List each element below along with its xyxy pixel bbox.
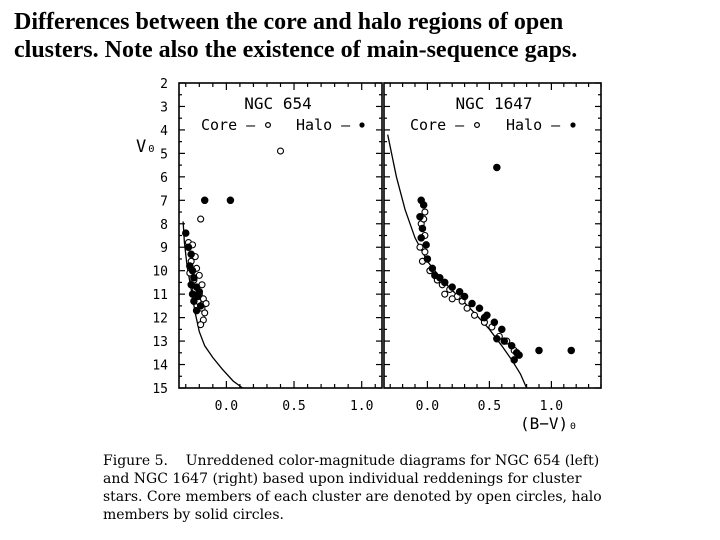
halo-star-right: [460, 292, 469, 301]
halo-star-right: [468, 299, 476, 308]
ms-curve-right: [387, 134, 528, 389]
title-line-2: clusters. Note also the existence of mai…: [14, 37, 578, 63]
y-tick-label-left: 12: [152, 312, 168, 327]
y-tick-label-left: 2: [160, 77, 168, 92]
x-tick-label-right: 0.5: [478, 399, 501, 414]
halo-star-right: [436, 273, 444, 282]
halo-star-right: [416, 212, 424, 221]
legend-halo-marker-right: [570, 122, 576, 128]
halo-star-left: [182, 229, 190, 237]
halo-star-left: [190, 273, 198, 282]
marks-right: [387, 134, 575, 389]
halo-star-left: [187, 250, 195, 259]
panel-ngc654: NGC 654 Core — Halo — V₀ 2 3 4 5 6 7 8 9 10 11 12 1…: [136, 77, 383, 414]
y-tick-label-left: 4: [160, 124, 168, 139]
halo-star-right: [510, 356, 518, 364]
halo-star-right: [418, 224, 427, 233]
y-tick-label-left: 15: [152, 382, 168, 397]
core-star-right: [441, 290, 449, 298]
slide-title: Differences between the core and halo re…: [14, 8, 714, 64]
halo-star-right: [417, 234, 425, 242]
halo-star-right: [515, 351, 523, 359]
halo-star-right: [500, 337, 509, 345]
x-tick-label-left: 1.0: [350, 399, 373, 414]
halo-star-right: [498, 325, 506, 334]
legend-core-marker-left: [265, 121, 272, 128]
y-tick-label-left: 7: [160, 194, 168, 209]
legend-core-marker-right: [474, 121, 481, 128]
y-axis-label: V₀: [136, 137, 156, 157]
x-axis-label: (B−V)₀: [520, 414, 578, 433]
ms-curve-left: [182, 221, 243, 389]
halo-star-left: [188, 266, 197, 275]
halo-star-left: [192, 306, 201, 315]
core-star-right: [421, 208, 429, 216]
halo-star-right: [480, 313, 489, 322]
halo-star-left: [195, 288, 204, 296]
core-star-right: [463, 304, 471, 312]
legend-halo-marker-left: [359, 122, 365, 128]
legend-core-label-right: Core —: [410, 116, 465, 134]
halo-star-left: [200, 196, 209, 205]
core-star-right: [421, 248, 429, 256]
halo-star-right: [419, 201, 428, 209]
halo-star-right: [423, 255, 432, 263]
y-tick-label-left: 13: [152, 335, 168, 350]
core-star-right: [448, 295, 456, 303]
legend-halo-label-left: Halo —: [296, 116, 351, 134]
halo-star-right: [507, 342, 516, 350]
halo-star-left: [226, 196, 235, 205]
caption-line-3: stars. Core members of each cluster are …: [103, 489, 602, 505]
y-tick-label-left: 5: [160, 147, 168, 162]
ticks-right: 0.0 0.5 1.0: [384, 82, 602, 414]
halo-star-right: [455, 288, 464, 296]
panel-title-right: NGC 1647: [455, 94, 532, 113]
caption-line-1: Figure 5. Unreddened color-magnitude dia…: [103, 453, 600, 469]
legend-core-label-left: Core —: [201, 116, 256, 134]
y-tick-label-left: 11: [152, 288, 168, 303]
legend-halo-label-right: Halo —: [506, 116, 561, 134]
title-line-1: Differences between the core and halo re…: [14, 9, 564, 35]
y-tick-label-left: 14: [152, 359, 168, 374]
y-tick-label-left: 9: [160, 241, 168, 256]
y-tick-label-left: 6: [160, 171, 168, 186]
caption-line-2: and NGC 1647 (right) based upon individu…: [103, 471, 582, 487]
x-tick-label-left: 0.0: [215, 399, 238, 414]
core-star-right: [470, 311, 479, 319]
halo-star-right: [448, 283, 456, 291]
halo-star-right: [493, 163, 501, 172]
halo-star-left: [184, 243, 193, 251]
halo-star-left: [190, 297, 198, 305]
ticks-left: 2 3 4 5 6 7 8 9 10 11 12 13 14 15 0.0 0.5 1.0: [152, 77, 382, 414]
halo-star-right: [493, 334, 501, 343]
core-star-right: [416, 243, 424, 251]
halo-star-right: [441, 278, 449, 287]
y-axis-label-text: V₀: [136, 137, 156, 157]
halo-star-right: [428, 264, 437, 273]
halo-star-right: [535, 346, 543, 355]
halo-star-left: [196, 302, 205, 310]
core-star-left: [197, 215, 205, 223]
y-tick-label-left: 3: [160, 100, 168, 115]
panel-ngc1647: NGC 1647 Core — Halo — (B−V)₀ 0.0 0.5 1.0: [383, 82, 602, 433]
core-star-left: [201, 309, 209, 317]
x-tick-label-left: 0.5: [282, 399, 305, 414]
marks-left: [182, 147, 285, 389]
y-tick-label-left: 8: [160, 218, 168, 233]
core-star-left: [276, 147, 285, 155]
halo-star-right: [475, 304, 484, 312]
figure-caption: Figure 5. Unreddened color-magnitude dia…: [103, 452, 663, 524]
halo-star-right: [490, 318, 499, 327]
panel-title-left: NGC 654: [244, 94, 311, 113]
halo-star-right: [567, 346, 575, 355]
halo-star-right: [422, 241, 430, 249]
caption-line-4: members by solid circles.: [103, 507, 284, 523]
y-tick-label-left: 10: [152, 265, 168, 280]
core-star-left: [197, 321, 205, 329]
x-tick-label-right: 0.0: [416, 399, 439, 414]
x-tick-label-right: 1.0: [540, 399, 563, 414]
